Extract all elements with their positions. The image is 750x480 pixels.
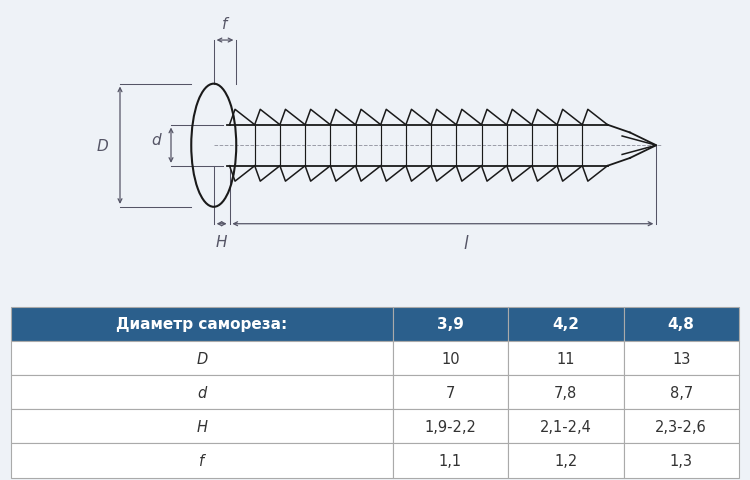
Text: f: f [222,17,228,32]
Text: l: l [463,235,468,252]
Text: d: d [151,132,160,147]
Text: H: H [216,235,227,250]
Text: D: D [96,138,108,154]
